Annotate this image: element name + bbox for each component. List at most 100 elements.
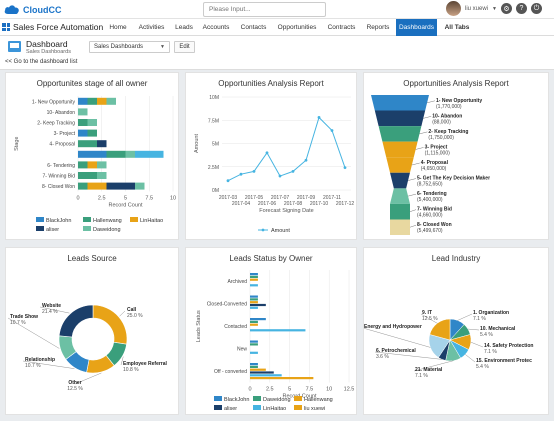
bar-segment bbox=[87, 182, 107, 190]
tab-dashboards[interactable]: Dashboards bbox=[396, 19, 437, 36]
y-tick-label: Contacted bbox=[224, 324, 247, 330]
donut-slice bbox=[92, 304, 128, 345]
bar-segment bbox=[87, 97, 97, 105]
chevron-down-icon: ▼ bbox=[160, 44, 165, 50]
funnel-value: (1,750,000) bbox=[428, 135, 454, 141]
leader-line bbox=[409, 209, 417, 212]
bar-segment bbox=[87, 119, 97, 126]
bar-segment bbox=[125, 150, 135, 158]
panel-title: Lead Industry bbox=[431, 254, 481, 263]
bar bbox=[250, 306, 258, 309]
panel-title: Leads Source bbox=[67, 254, 117, 263]
legend-swatch bbox=[83, 217, 91, 222]
legend-label: Hallenwang bbox=[93, 218, 122, 224]
avatar[interactable] bbox=[446, 1, 461, 16]
funnel-segment bbox=[390, 219, 410, 235]
dashboard-select[interactable]: Sales Dashboards ▼ bbox=[89, 41, 170, 53]
panel-leads-source: Leads Source Call 25.0 % Employee Referral… bbox=[5, 247, 179, 415]
leader-line bbox=[465, 354, 476, 363]
help-icon[interactable]: ? bbox=[515, 3, 527, 14]
tab-reports[interactable]: Reports bbox=[366, 24, 390, 31]
legend-swatch bbox=[83, 226, 91, 231]
x-tick-label: 0 bbox=[248, 387, 251, 393]
power-icon[interactable]: ⏻ bbox=[530, 3, 542, 14]
app-switcher[interactable]: Sales Force Automation bbox=[2, 22, 103, 32]
panel-title: Opportunities Analysis Report bbox=[403, 79, 509, 88]
bar bbox=[250, 371, 274, 374]
bar-segment bbox=[78, 150, 107, 158]
funnel-segment bbox=[390, 188, 410, 204]
leader-line bbox=[22, 360, 75, 369]
bar bbox=[250, 278, 258, 281]
leader-line bbox=[457, 313, 473, 321]
slice-pct: 12.5 % bbox=[67, 386, 83, 392]
bar bbox=[250, 374, 282, 377]
slice-pct: 7.1 % bbox=[415, 373, 428, 379]
leader-line bbox=[467, 328, 480, 331]
tab-contacts[interactable]: Contacts bbox=[240, 24, 267, 31]
chevron-down-icon[interactable]: ▼ bbox=[492, 5, 497, 12]
legend-swatch bbox=[294, 405, 302, 410]
x-axis-label: Forecast Signing Date bbox=[259, 208, 313, 214]
funnel-label: 1- New Opportunity bbox=[436, 98, 482, 104]
page-subtitle: Sales Dashboards bbox=[26, 49, 71, 55]
panel-leads-status: Leads Status by Owner 0 2.5 5 7.5 10 12.5 Arch… bbox=[185, 247, 357, 415]
bar bbox=[250, 365, 258, 368]
y-tick-label: 7- Winning Bid bbox=[42, 174, 75, 180]
funnel-label: 2- Keep Tracking bbox=[428, 129, 468, 135]
user-area: liu xuewi ▼ ⚙ ? ⏻ bbox=[446, 1, 542, 16]
slice-label: Website bbox=[42, 303, 61, 309]
leader-line bbox=[415, 147, 424, 150]
bar-segment bbox=[135, 182, 145, 190]
y-axis-label: Leads Status bbox=[196, 310, 202, 342]
bar bbox=[250, 298, 258, 301]
x-axis-label: Record Count bbox=[109, 202, 143, 208]
funnel-segment bbox=[386, 157, 414, 173]
y-tick-label: 10M bbox=[209, 95, 219, 101]
tab-opportunities[interactable]: Opportunities bbox=[277, 24, 317, 31]
top-bar: CloudCC liu xuewi ▼ ⚙ ? ⏻ bbox=[0, 0, 554, 19]
y-tick-label: Closed-Converted bbox=[207, 302, 248, 308]
dashboard-select-value: Sales Dashboards bbox=[94, 44, 144, 50]
user-name[interactable]: liu xuewi bbox=[465, 5, 489, 12]
tab-home[interactable]: Home bbox=[109, 24, 127, 31]
leader-line bbox=[427, 100, 436, 103]
bar bbox=[250, 377, 314, 380]
slice-label: 9. IT bbox=[422, 310, 432, 316]
search-input[interactable] bbox=[203, 2, 326, 17]
bar-segment bbox=[78, 161, 88, 169]
tab-contracts[interactable]: Contracts bbox=[327, 24, 356, 31]
x-tick-label: 2017-05 bbox=[245, 195, 264, 201]
slice-label: Trade Show bbox=[10, 314, 38, 320]
legend-swatch bbox=[253, 405, 261, 410]
donut-slice bbox=[58, 304, 94, 338]
tab-leads[interactable]: Leads bbox=[175, 24, 193, 31]
slice-pct: 5.4 % bbox=[476, 364, 489, 370]
leader-line bbox=[407, 178, 417, 181]
y-tick-label: 8- Closed Won bbox=[42, 184, 75, 190]
gear-icon[interactable]: ⚙ bbox=[500, 3, 512, 14]
tab-accounts[interactable]: Accounts bbox=[202, 24, 230, 31]
data-point bbox=[252, 170, 256, 173]
tab-activities[interactable]: Activities bbox=[138, 24, 165, 31]
slice-pct: 12.5 % bbox=[422, 316, 438, 322]
tab-all-tabs[interactable]: All Tabs bbox=[444, 24, 470, 31]
app-grid-icon bbox=[2, 23, 10, 31]
data-point bbox=[291, 170, 295, 173]
funnel-value: (88,000) bbox=[432, 119, 451, 125]
leader-line bbox=[408, 193, 417, 197]
x-tick-label: 2017-08 bbox=[284, 201, 303, 207]
y-tick-label: New bbox=[237, 347, 247, 353]
funnel-label: 8- Closed Won bbox=[417, 222, 452, 228]
y-tick-label: 4- Proposal bbox=[49, 142, 75, 148]
page-title: Dashboard bbox=[26, 39, 68, 49]
x-tick-label: 5 bbox=[124, 195, 127, 201]
bar-segment bbox=[106, 97, 116, 105]
edit-button[interactable]: Edit bbox=[174, 41, 195, 53]
logo[interactable]: CloudCC bbox=[4, 4, 62, 15]
leader-line bbox=[74, 372, 102, 385]
legend-label: LinHaitao bbox=[263, 406, 286, 412]
leader-line bbox=[423, 116, 432, 119]
back-link[interactable]: << Go to the dashboard list bbox=[5, 59, 78, 65]
panel-title: Opportunities Analysis Report bbox=[218, 79, 324, 88]
